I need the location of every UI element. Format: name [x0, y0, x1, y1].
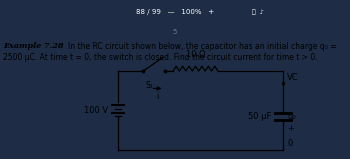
Text: q₀: q₀ [287, 112, 296, 121]
Text: 88 / 99   —   100%   +: 88 / 99 — 100% + [136, 9, 214, 15]
Text: 0: 0 [287, 139, 292, 148]
Text: 100 V: 100 V [84, 106, 108, 115]
Text: VC: VC [287, 73, 299, 82]
Text: +: + [287, 124, 294, 133]
Text: In the RC circuit shown below, the capacitor has an initial charge q₀ =: In the RC circuit shown below, the capac… [68, 42, 337, 51]
Text: ⧉  ♪: ⧉ ♪ [252, 10, 264, 15]
Text: i: i [156, 92, 159, 101]
Text: 50 μF: 50 μF [248, 112, 271, 121]
Text: Example 7.28: Example 7.28 [3, 42, 64, 50]
Text: 2500 μC. At time t = 0, the switch is closed. Find the circuit current for time : 2500 μC. At time t = 0, the switch is cl… [3, 53, 318, 62]
Text: S₁: S₁ [145, 81, 153, 90]
Text: 10 Ω: 10 Ω [186, 50, 205, 59]
Text: 5: 5 [173, 29, 177, 35]
